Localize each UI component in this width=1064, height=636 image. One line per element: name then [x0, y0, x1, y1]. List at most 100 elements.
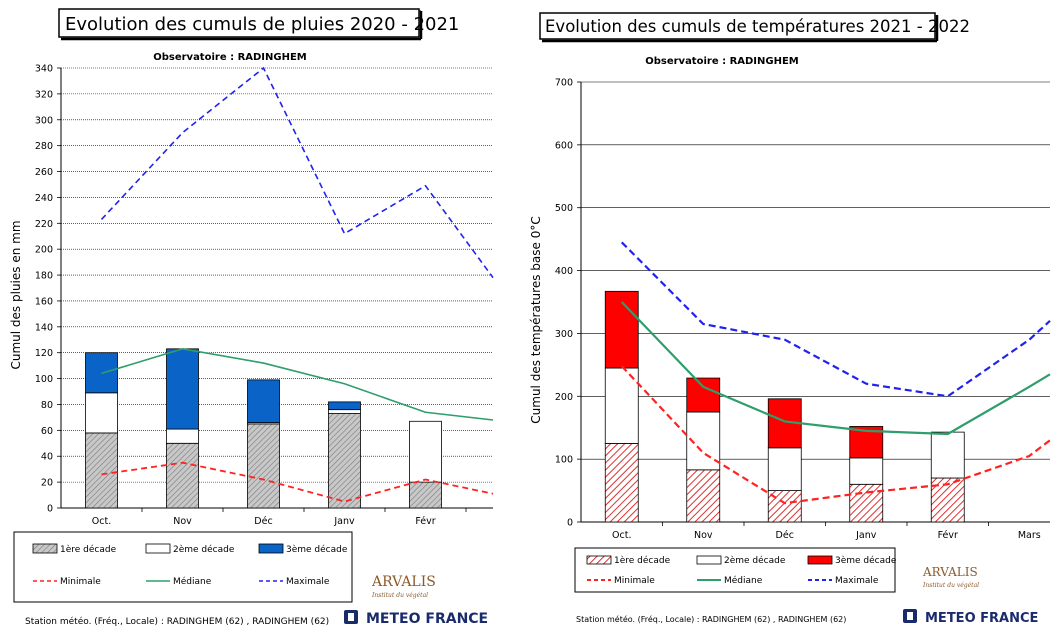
x-tick-label: Janv [333, 516, 355, 527]
rain-y-axis-label: Cumul des pluies en mm [9, 220, 23, 369]
bar-1-decade [247, 423, 280, 509]
line-maximale [620, 241, 1051, 398]
temp-station-footer: Station météo. (Fréq., Locale) : RADINGH… [576, 614, 846, 624]
rain-legend-swatch-2 [145, 543, 171, 554]
bar-2-decade [85, 392, 118, 434]
y-tick-label: 220 [35, 219, 53, 230]
temp-title-frame [539, 12, 936, 40]
bar-3-decade [247, 379, 280, 423]
line-minimale [101, 461, 494, 503]
y-tick-label: 300 [555, 329, 573, 340]
y-tick-label: 0 [567, 518, 573, 529]
temp-x-ticks: Oct. Nov Déc Janv Févr Mars [612, 522, 1041, 541]
y-tick-label: 260 [35, 167, 53, 178]
bar-1-decade [328, 413, 361, 509]
x-tick-label: Déc [254, 516, 272, 527]
bar-2-decade [328, 409, 361, 414]
temp-legend-label-3: 3ème décade [835, 555, 897, 566]
bar-1-decade [166, 442, 199, 509]
temp-chart-subtitle: Observatoire : RADINGHEM [645, 56, 799, 67]
y-tick-label: 160 [35, 296, 53, 307]
x-tick-label: Févr [415, 516, 435, 527]
rain-station-footer: Station météo. (Fréq., Locale) : RADINGH… [25, 616, 329, 627]
temperature-chart: Evolution des cumuls de températures 202… [529, 12, 1051, 626]
rain-legend [13, 531, 353, 603]
y-tick-label: 200 [555, 392, 573, 403]
temp-legend-label-2: 2ème décade [724, 555, 786, 566]
x-tick-label: Janv [855, 530, 877, 541]
temp-legend-label-1: 1ère décade [614, 555, 671, 566]
y-tick-label: 120 [35, 348, 53, 359]
rain-arvalis-logo: ARVALIS [371, 574, 436, 590]
bar-3-decade [166, 348, 199, 430]
temp-arvalis-logo: ARVALIS [922, 565, 978, 579]
rain-lines [100, 66, 494, 503]
bar-2-decade [166, 428, 199, 444]
bar-1-decade [604, 443, 639, 523]
rain-legend-label-3: 3ème décade [286, 544, 348, 555]
rain-y-ticks: 0 20 40 60 80 100 120 140 160 180 200 220 240 260 280 3… [35, 64, 61, 515]
temp-gridlines [580, 81, 1050, 523]
x-tick-label: Févr [938, 530, 958, 541]
x-tick-label: Déc [776, 530, 794, 541]
bar-2-decade [409, 420, 442, 483]
rain-meteo-france-logo: METEO FRANCE [366, 611, 488, 627]
temp-arvalis-sub: Institut du végétal [922, 582, 979, 589]
rain-legend-label-2: 2ème décade [173, 544, 235, 555]
x-tick-label: Nov [173, 516, 192, 527]
x-tick-label: Oct. [612, 530, 631, 541]
temp-y-ticks: 0 100 200 300 400 500 600 700 [555, 78, 581, 529]
temp-legend-label-med: Médiane [724, 575, 763, 586]
rain-arvalis-sub: Institut du végétal [371, 592, 428, 599]
y-tick-label: 400 [555, 266, 573, 277]
rain-legend-label-med: Médiane [173, 576, 212, 587]
bar-3-decade [686, 377, 721, 413]
rain-legend-label-1: 1ère décade [60, 544, 117, 555]
y-tick-label: 340 [35, 64, 53, 75]
y-tick-label: 60 [41, 426, 53, 437]
temp-legend-label-max: Maximale [835, 576, 879, 586]
bar-1-decade [849, 483, 884, 523]
temp-legend [574, 547, 896, 593]
rain-title-frame [58, 8, 420, 38]
y-tick-label: 100 [555, 455, 573, 466]
y-tick-label: 300 [35, 115, 53, 126]
y-tick-label: 0 [47, 504, 53, 515]
temp-legend-swatch-3 [807, 555, 833, 565]
y-tick-label: 280 [35, 141, 53, 152]
rain-chart-subtitle: Observatoire : RADINGHEM [153, 52, 307, 63]
temp-chart-title: Evolution des cumuls de températures 202… [545, 17, 970, 36]
rain-legend-swatch-1 [32, 543, 58, 554]
y-tick-label: 20 [41, 478, 53, 489]
y-tick-label: 700 [555, 78, 573, 89]
y-tick-label: 240 [35, 193, 53, 204]
bar-1-decade [409, 481, 442, 509]
temp-lines [620, 241, 1051, 505]
rain-x-ticks: Oct. Nov Déc Janv Févr [92, 508, 467, 527]
rain-legend-label-min: Minimale [60, 577, 101, 587]
x-tick-label: Nov [694, 530, 713, 541]
line-minimale [620, 365, 1051, 505]
y-tick-label: 200 [35, 245, 53, 256]
x-tick-label: Mars [1018, 530, 1041, 541]
y-tick-label: 500 [555, 203, 573, 214]
y-tick-label: 140 [35, 322, 53, 333]
temp-legend-label-min: Minimale [614, 576, 655, 586]
bar-2-decade [849, 457, 884, 485]
bar-3-decade [328, 401, 361, 411]
y-tick-label: 40 [41, 452, 53, 463]
y-tick-label: 180 [35, 271, 53, 282]
y-tick-label: 80 [41, 400, 53, 411]
temp-meteo-france-logo: METEO FRANCE [925, 611, 1038, 626]
bar-3-decade [604, 290, 639, 369]
temp-bars [604, 290, 965, 523]
rain-chart: Evolution des cumuls de pluies 2020 - 20… [9, 8, 494, 627]
bar-1-decade [85, 432, 118, 509]
bar-2-decade [930, 431, 965, 479]
y-tick-label: 320 [35, 89, 53, 100]
x-tick-label: Oct. [92, 516, 111, 527]
line-médiane [101, 348, 494, 421]
bar-2-decade [767, 447, 802, 491]
rain-legend-label-max: Maximale [286, 577, 330, 587]
